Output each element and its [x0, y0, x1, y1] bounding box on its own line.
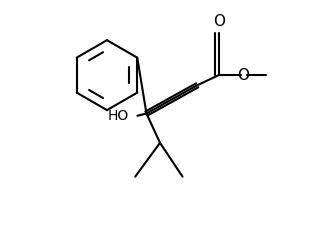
Text: O: O: [237, 68, 250, 83]
Text: O: O: [213, 14, 225, 29]
Text: HO: HO: [108, 109, 129, 123]
